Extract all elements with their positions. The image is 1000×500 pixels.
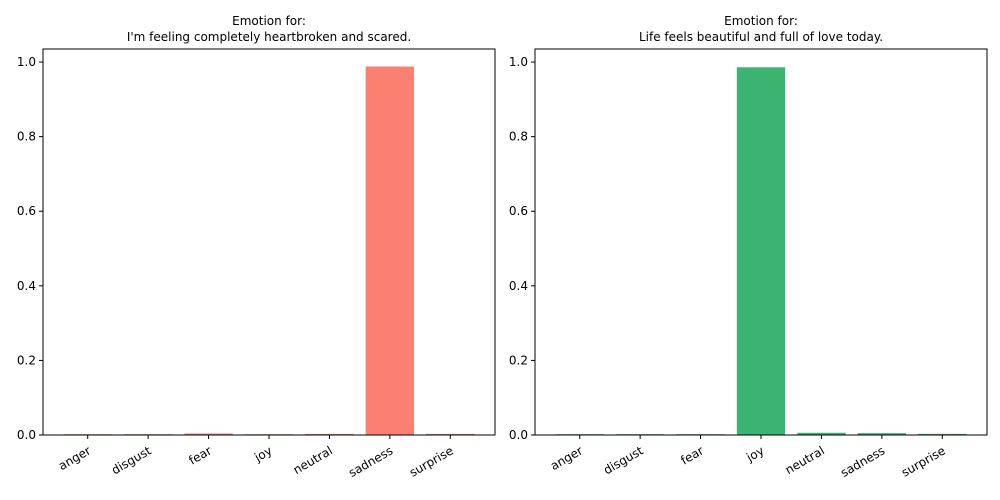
x-tick-label: sadness <box>346 443 395 479</box>
y-tick-label: 0.4 <box>17 279 36 293</box>
x-tick-label: surprise <box>899 443 948 479</box>
x-tick-label: anger <box>548 443 585 473</box>
bar-surprise <box>918 433 967 435</box>
chart-title-line1: Emotion for: <box>724 14 798 28</box>
x-tick-label: disgust <box>109 443 154 477</box>
bar-sadness <box>365 66 415 435</box>
bar-neutral <box>797 432 846 435</box>
bar-sadness <box>857 433 907 435</box>
chart-title-line2: Life feels beautiful and full of love to… <box>639 30 883 44</box>
chart-title-line1: Emotion for: <box>232 14 306 28</box>
chart-sadness-panel: Emotion for: I'm feeling completely heart… <box>17 14 496 480</box>
x-tick-label: neutral <box>783 443 827 477</box>
y-tick-label: 0.2 <box>17 353 36 367</box>
x-tick-label: anger <box>56 443 93 473</box>
x-tick-label: fear <box>678 443 706 467</box>
bar-joy <box>736 67 786 435</box>
x-tick-label: disgust <box>601 443 646 477</box>
chart-title-line2: I'm feeling completely heartbroken and s… <box>127 30 411 44</box>
axes-frame <box>534 48 988 436</box>
x-tick-label: surprise <box>407 443 456 479</box>
x-tick-label: fear <box>186 443 214 467</box>
y-tick-label: 0.8 <box>17 130 36 144</box>
y-tick-label: 1.0 <box>509 55 528 69</box>
y-tick-label: 0.6 <box>17 204 36 218</box>
bar-neutral <box>305 433 354 435</box>
chart-joy-panel: Emotion for: Life feels beautiful and ful… <box>509 14 988 480</box>
y-tick-label: 1.0 <box>17 55 36 69</box>
y-tick-label: 0.0 <box>17 428 36 442</box>
y-tick-label: 0.4 <box>509 279 528 293</box>
bar-fear <box>184 433 233 435</box>
y-tick-label: 0.6 <box>509 204 528 218</box>
x-tick-label: neutral <box>291 443 335 477</box>
y-tick-label: 0.2 <box>509 353 528 367</box>
axes-frame <box>42 48 496 436</box>
y-tick-label: 0.0 <box>509 428 528 442</box>
bar-surprise <box>426 433 475 435</box>
y-tick-label: 0.8 <box>509 130 528 144</box>
x-tick-label: joy <box>251 443 274 465</box>
x-tick-label: joy <box>743 443 766 465</box>
x-tick-label: sadness <box>838 443 887 479</box>
